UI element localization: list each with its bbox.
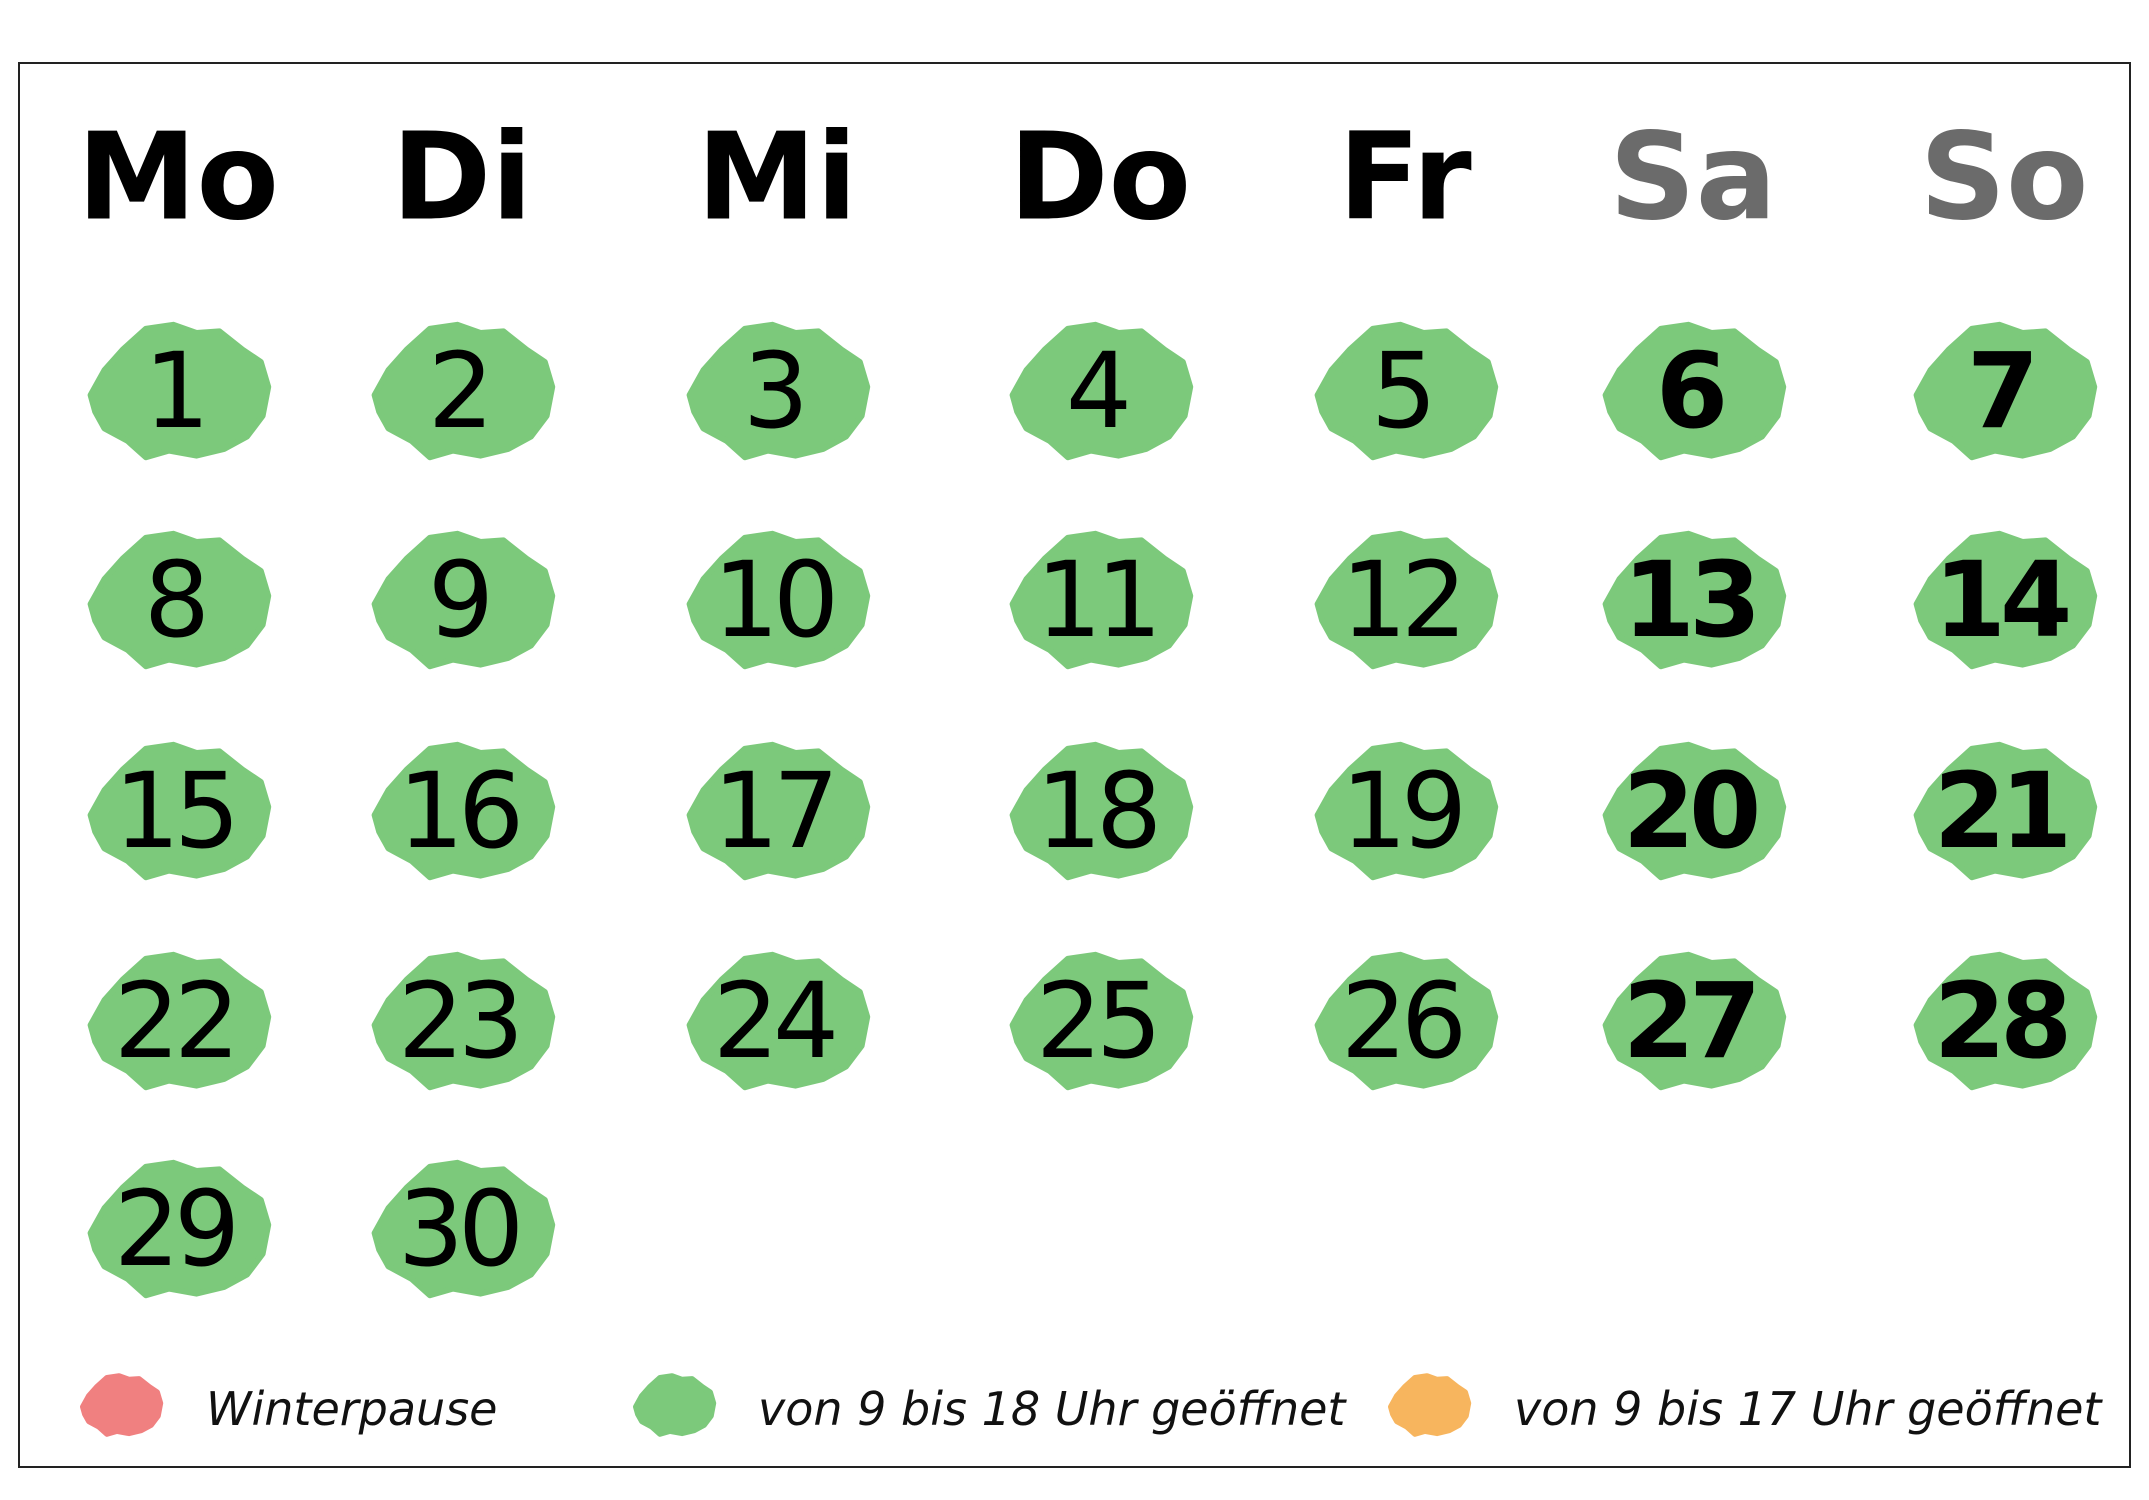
day-highlight <box>371 321 556 461</box>
day-highlight <box>686 321 871 461</box>
day-highlight <box>1314 741 1499 881</box>
legend-swatch <box>1388 1373 1472 1437</box>
day-number: 14 <box>1934 539 2068 661</box>
day-number: 30 <box>398 1168 518 1290</box>
day-highlight <box>1009 741 1194 881</box>
day-number: 25 <box>1036 960 1156 1082</box>
day-number: 28 <box>1934 960 2067 1082</box>
day-highlight <box>1314 321 1499 461</box>
weekday-label: Mo <box>77 109 279 248</box>
day-highlight <box>87 951 272 1091</box>
day-number: 5 <box>1371 330 1431 452</box>
day-number: 24 <box>713 960 834 1082</box>
weekday-label: Di <box>392 109 533 248</box>
weekday-label: Sa <box>1609 109 1776 248</box>
day-number: 13 <box>1623 539 1756 661</box>
day-number: 7 <box>1967 330 2033 452</box>
day-highlight <box>1314 951 1499 1091</box>
day-highlight <box>1913 321 2098 461</box>
day-highlight <box>686 530 871 670</box>
weekday-label: Fr <box>1338 109 1471 248</box>
weekday-label: Do <box>1009 109 1191 248</box>
day-highlight <box>1009 321 1194 461</box>
day-highlight <box>1009 530 1194 670</box>
day-number: 2 <box>428 330 488 452</box>
day-number: 3 <box>743 330 803 452</box>
day-highlight <box>1602 741 1787 881</box>
day-highlight <box>686 951 871 1091</box>
day-number: 23 <box>398 960 518 1082</box>
day-highlight <box>371 741 556 881</box>
day-highlight <box>1602 951 1787 1091</box>
day-number: 6 <box>1656 330 1723 452</box>
day-number: 18 <box>1036 750 1156 872</box>
day-highlight <box>87 530 272 670</box>
day-number: 21 <box>1934 750 2067 872</box>
day-highlight <box>87 1159 272 1299</box>
day-number: 1 <box>144 330 204 452</box>
weekday-label: Mi <box>697 109 858 248</box>
day-highlight <box>371 530 556 670</box>
day-highlight <box>1009 951 1194 1091</box>
day-highlight <box>1913 530 2098 670</box>
day-number: 10 <box>713 539 833 661</box>
legend-swatch <box>633 1373 717 1437</box>
legend-label: von 9 bis 18 Uhr geöffnet <box>758 1382 1347 1436</box>
day-highlight <box>686 741 871 881</box>
day-number: 12 <box>1341 539 1461 661</box>
day-number: 17 <box>713 750 833 872</box>
legend-label: von 9 bis 17 Uhr geöffnet <box>1514 1382 2103 1436</box>
day-number: 19 <box>1341 750 1461 872</box>
day-number: 16 <box>398 750 518 872</box>
day-number: 29 <box>114 1168 234 1290</box>
day-number: 8 <box>144 539 204 661</box>
day-number: 22 <box>114 960 234 1082</box>
day-highlight <box>1913 951 2098 1091</box>
day-highlight <box>1602 530 1787 670</box>
day-highlight <box>1602 321 1787 461</box>
day-highlight <box>87 741 272 881</box>
day-highlight <box>371 1159 556 1299</box>
day-number: 11 <box>1036 539 1156 661</box>
day-number: 27 <box>1623 960 1756 1082</box>
day-highlight <box>371 951 556 1091</box>
day-number: 4 <box>1066 330 1127 452</box>
day-number: 15 <box>114 750 234 872</box>
day-number: 26 <box>1341 960 1461 1082</box>
day-highlight <box>1913 741 2098 881</box>
weekday-label: So <box>1920 109 2089 248</box>
legend-swatch <box>80 1373 164 1437</box>
day-highlight <box>1314 530 1499 670</box>
day-number: 9 <box>428 539 488 661</box>
day-number: 20 <box>1623 750 1757 872</box>
legend-label: Winterpause <box>206 1382 497 1436</box>
day-highlight <box>87 321 272 461</box>
